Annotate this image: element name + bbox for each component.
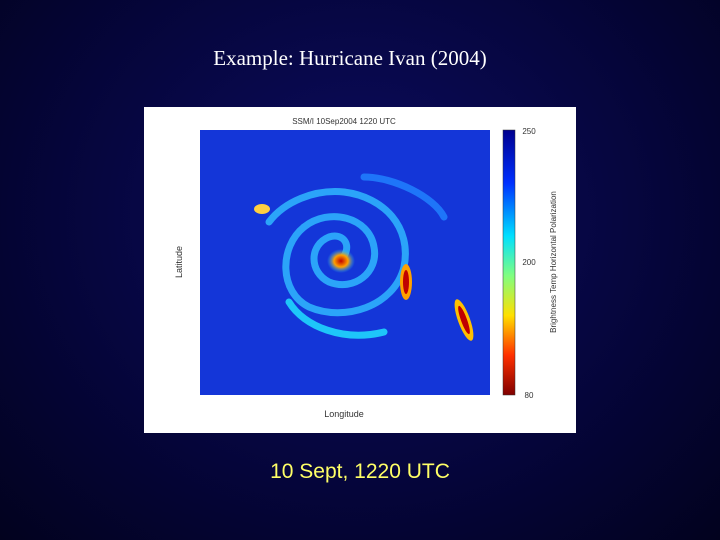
colorbar-tick-label: 80: [525, 391, 534, 400]
caption: 10 Sept, 1220 UTC: [270, 460, 450, 483]
slide-title: Example: Hurricane Ivan (2004): [213, 46, 487, 70]
colorbar-tick-label: 200: [522, 258, 536, 267]
rain-band: [403, 270, 409, 294]
hurricane-bands: [265, 173, 448, 339]
colorbar-tick-label: 250: [522, 127, 536, 136]
y-axis-label: Latitude: [174, 246, 184, 278]
rain-cell: [254, 204, 270, 214]
figure: SSM/I 10Sep2004 1220 UTC Latitude Longit…: [144, 107, 576, 433]
rain-band: [458, 305, 470, 335]
colorbar-label: Brightness Temp Horizontal Polarization: [549, 191, 558, 333]
figure-title: SSM/I 10Sep2004 1220 UTC: [292, 117, 396, 126]
x-axis-label: Longitude: [324, 409, 364, 419]
hurricane-eye: [327, 249, 355, 273]
colorbar: [502, 129, 516, 396]
